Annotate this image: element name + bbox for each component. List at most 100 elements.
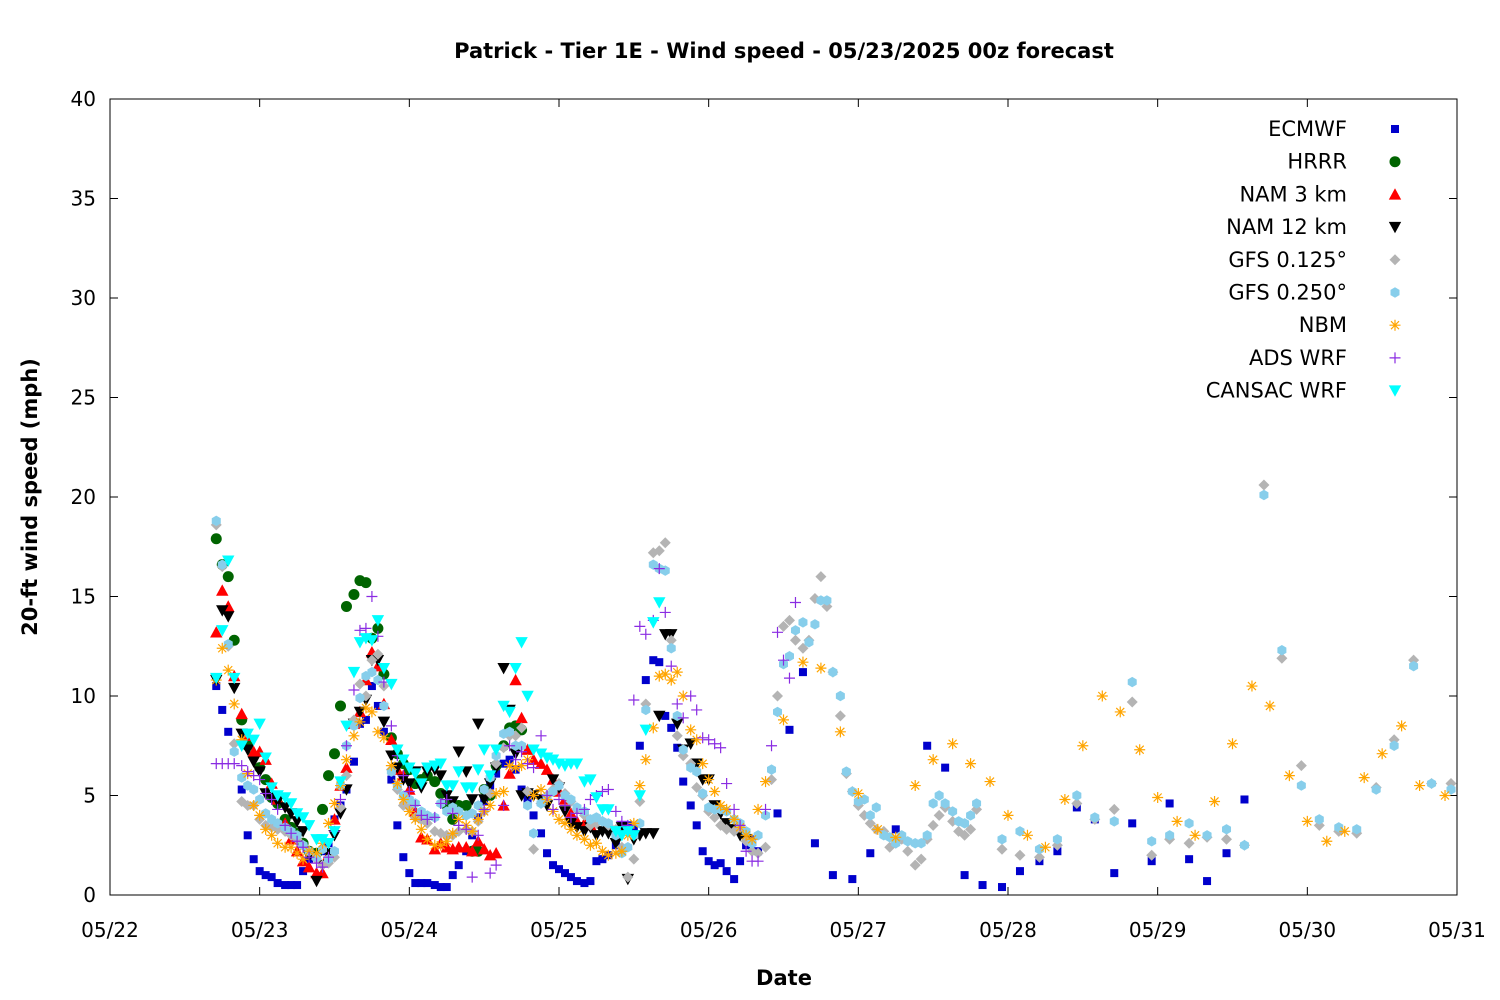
data-point xyxy=(715,742,727,754)
data-point xyxy=(1128,819,1137,828)
data-point xyxy=(379,700,389,712)
data-point xyxy=(1240,795,1249,804)
data-point xyxy=(959,829,971,841)
data-point xyxy=(465,794,479,806)
y-axis-label: 20-ft wind speed (mph) xyxy=(18,358,42,636)
data-point xyxy=(385,678,398,691)
data-point xyxy=(527,744,540,756)
data-point xyxy=(897,830,907,841)
data-point xyxy=(537,829,546,838)
series-nbm xyxy=(210,642,1451,865)
data-point xyxy=(966,810,976,821)
data-point xyxy=(490,859,502,871)
data-point xyxy=(490,758,502,770)
data-point xyxy=(490,788,502,800)
data-point xyxy=(1077,740,1089,752)
data-point xyxy=(260,788,272,800)
data-point xyxy=(265,782,278,794)
data-point xyxy=(217,559,227,570)
data-points xyxy=(210,479,1457,892)
data-point xyxy=(671,718,684,731)
data-point xyxy=(972,798,982,809)
data-point xyxy=(767,764,777,775)
data-point xyxy=(778,620,789,632)
data-point xyxy=(578,826,591,838)
data-point xyxy=(436,883,445,892)
data-point xyxy=(460,823,472,835)
data-point xyxy=(291,835,303,847)
data-point xyxy=(635,741,644,750)
data-point xyxy=(752,803,764,815)
data-point xyxy=(266,829,278,841)
data-point xyxy=(760,803,772,815)
y-tick-label: 25 xyxy=(71,386,96,410)
data-point xyxy=(715,799,727,811)
data-point xyxy=(640,754,652,766)
data-point xyxy=(316,834,329,846)
data-point xyxy=(928,798,938,809)
data-point xyxy=(828,666,838,678)
data-point xyxy=(247,734,260,746)
data-point xyxy=(1222,824,1232,835)
data-point xyxy=(709,738,721,750)
data-point xyxy=(216,605,229,617)
data-point xyxy=(602,849,614,861)
data-point xyxy=(216,642,228,654)
data-point xyxy=(1015,826,1025,837)
y-tick-label: 0 xyxy=(83,883,96,907)
data-point xyxy=(1409,660,1419,672)
legend-label: GFS 0.250° xyxy=(1228,281,1347,305)
data-point xyxy=(334,793,346,805)
data-point xyxy=(385,760,397,772)
legend-label: NAM 12 km xyxy=(1226,215,1347,239)
data-point xyxy=(355,692,365,704)
data-point xyxy=(698,847,707,856)
data-point xyxy=(666,643,676,654)
data-point xyxy=(296,826,310,838)
x-axis-label: Date xyxy=(756,966,812,990)
data-point xyxy=(789,596,801,608)
data-point xyxy=(504,760,516,772)
data-point xyxy=(697,732,709,744)
data-point xyxy=(1052,834,1062,845)
data-point xyxy=(746,833,758,845)
data-point xyxy=(653,710,666,723)
data-point xyxy=(549,861,558,870)
data-point xyxy=(397,754,410,766)
data-point xyxy=(446,780,459,792)
series-ads-wrf xyxy=(210,563,801,883)
data-point xyxy=(634,780,646,792)
data-point xyxy=(653,563,665,575)
chart-title: Patrick - Tier 1E - Wind speed - 05/23/2… xyxy=(454,39,1114,63)
data-point xyxy=(423,879,432,888)
data-point xyxy=(566,873,575,882)
data-point xyxy=(622,871,634,883)
data-point xyxy=(596,845,608,857)
data-point xyxy=(872,823,884,835)
data-point xyxy=(447,827,459,839)
data-point xyxy=(1221,833,1233,845)
data-point xyxy=(709,811,721,823)
data-point xyxy=(866,849,875,858)
data-point xyxy=(665,660,677,672)
data-point xyxy=(822,595,832,606)
data-point xyxy=(815,662,827,674)
data-point xyxy=(1090,812,1100,823)
data-point xyxy=(922,830,932,841)
data-point xyxy=(403,786,415,798)
data-point xyxy=(405,869,414,878)
data-point xyxy=(472,829,484,841)
data-point xyxy=(1276,652,1288,664)
data-point xyxy=(489,744,503,756)
data-point xyxy=(529,811,538,820)
data-point xyxy=(655,658,664,667)
data-point xyxy=(366,591,378,602)
data-point xyxy=(243,831,252,840)
data-point xyxy=(329,797,340,809)
data-point xyxy=(1259,489,1269,501)
data-point xyxy=(297,853,309,865)
data-point xyxy=(553,793,565,805)
data-point xyxy=(584,774,597,786)
data-point xyxy=(571,829,583,841)
